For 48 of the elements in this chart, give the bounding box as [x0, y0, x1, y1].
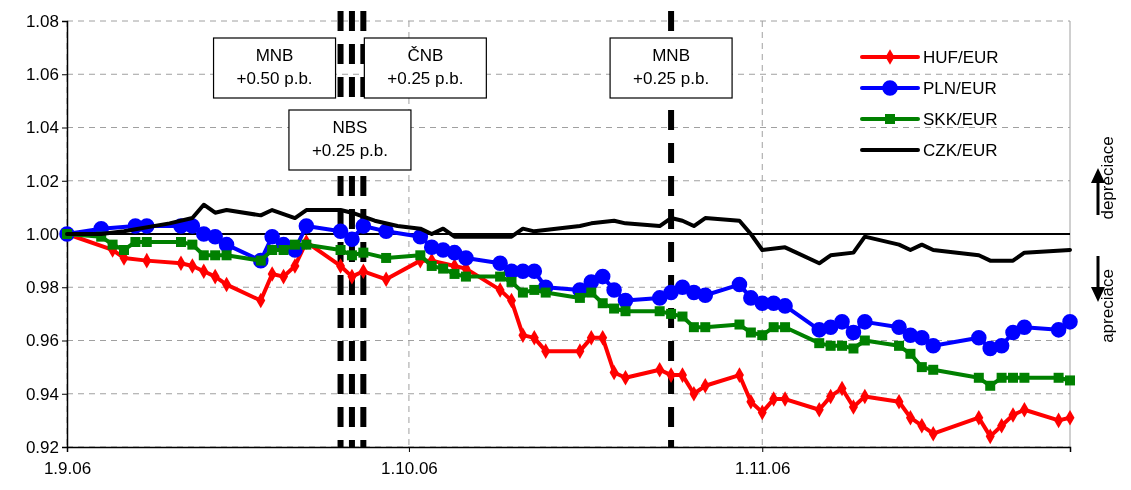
- ref-line-label: MNB +0.50 p.b.: [236, 46, 313, 88]
- point: [834, 314, 850, 330]
- point: [925, 338, 941, 354]
- point: [1050, 322, 1067, 338]
- point: [1062, 314, 1078, 330]
- point: [1016, 319, 1033, 335]
- y-tick-label: 1.06: [25, 65, 59, 85]
- y-tick-label: 0.96: [25, 331, 59, 351]
- point: [344, 231, 360, 248]
- x-tick-label: 1.9.06: [43, 458, 92, 478]
- y-tick-label: 1.00: [25, 224, 59, 244]
- ref-line-label: MNB +0.25 p.b.: [633, 46, 710, 88]
- point: [857, 314, 873, 330]
- point: [526, 263, 543, 280]
- point: [971, 330, 987, 346]
- y-tick-label: 1.08: [25, 11, 59, 31]
- point: [355, 218, 372, 234]
- point: [606, 282, 622, 298]
- point: [777, 298, 793, 314]
- y-tick-label: 0.98: [25, 278, 59, 298]
- point: [697, 287, 714, 303]
- point: [264, 228, 280, 245]
- point: [914, 330, 930, 346]
- point: [492, 255, 508, 272]
- point: [845, 324, 862, 341]
- legend-label: SKK/EUR: [923, 110, 998, 129]
- legend-label: HUF/EUR: [923, 48, 999, 67]
- y-tick-label: 1.02: [25, 171, 59, 191]
- point: [891, 319, 907, 335]
- point: [298, 218, 315, 234]
- legend-label: PLN/EUR: [923, 79, 997, 98]
- point: [993, 338, 1010, 354]
- ref-line-label: ČNB +0.25 p.b.: [387, 46, 464, 88]
- point: [458, 250, 474, 266]
- text: apreciace: [1098, 269, 1117, 343]
- y-tick-label: 0.92: [25, 437, 59, 457]
- ref-line-label: NBS +0.25 p.b.: [311, 118, 388, 160]
- y-tick-label: 1.04: [25, 118, 59, 138]
- point: [594, 268, 611, 285]
- point: [207, 228, 223, 245]
- point: [378, 223, 394, 240]
- point: [731, 276, 748, 293]
- x-tick-label: 1.10.06: [381, 458, 438, 478]
- text: depreciace: [1098, 136, 1117, 220]
- y-tick-label: 0.94: [25, 384, 59, 404]
- legend-label: CZK/EUR: [923, 141, 998, 160]
- point: [332, 223, 349, 240]
- x-tick-label: 1.11.06: [735, 458, 791, 478]
